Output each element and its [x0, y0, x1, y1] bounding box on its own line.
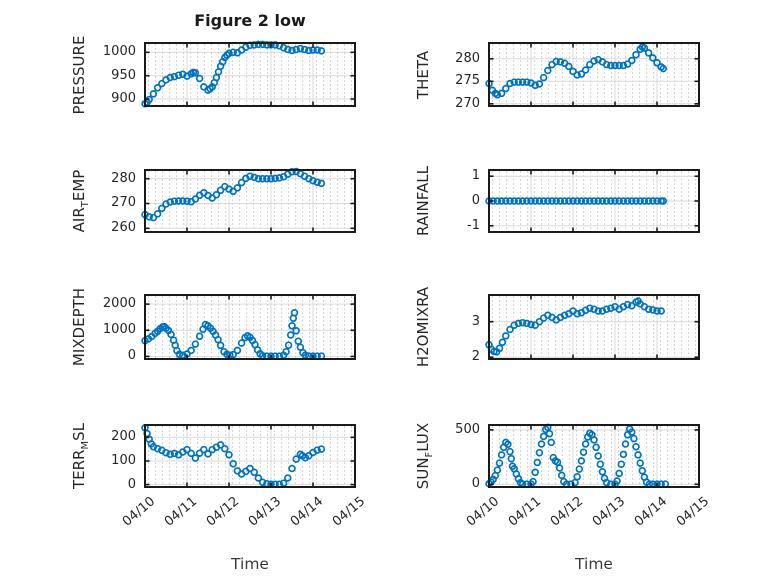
y-tick-label: 900 [111, 91, 136, 106]
y-tick-label: 950 [111, 67, 136, 83]
axes-box [488, 169, 700, 233]
x-tick-label: 04/11 [161, 494, 200, 530]
x-tick-label: 04/14 [631, 494, 670, 530]
x-tick-label: 04/10 [463, 494, 502, 530]
plot-area-theta [485, 42, 700, 107]
y-axis-title-subscript: F [424, 451, 435, 458]
y-tick-label: 0 [471, 476, 480, 492]
y-axis-title-text: EMP [70, 169, 88, 202]
x-tick-label: 04/10 [119, 494, 158, 530]
y-axis-title-terr-msl: TERRMSL [70, 422, 91, 490]
y-axis-title-subscript: M [80, 440, 91, 450]
y-axis-title-air-temp: AIRTEMP [70, 169, 91, 233]
data-series-theta [485, 43, 668, 99]
y-tick-label: 260 [111, 220, 136, 236]
x-tick-label: 04/12 [203, 494, 242, 530]
y-tick-label: 200 [111, 429, 136, 445]
x-tick-label: 04/15 [673, 494, 712, 530]
data-series-terr-msl [141, 424, 326, 488]
figure-title: Figure 2 low [194, 11, 306, 30]
y-tick-label: 1000 [102, 322, 136, 338]
x-tick-label: 04/14 [287, 494, 326, 530]
y-axis-title-theta: THETA [414, 50, 432, 98]
y-axis-title-subscript: T [80, 201, 91, 208]
x-axis-title-right: Time [575, 555, 613, 573]
y-tick-label: 270 [111, 195, 136, 211]
y-axis-title-pressure: PRESSURE [70, 35, 88, 114]
x-tick-label: 04/15 [329, 494, 368, 530]
y-tick-label: 2000 [102, 296, 136, 312]
y-axis-title-text: SL [70, 422, 88, 441]
plot-area-h2omixra [485, 294, 700, 360]
y-tick-label: 275 [455, 73, 480, 89]
axes-box [144, 424, 356, 488]
y-tick-label: 1 [471, 168, 480, 184]
y-axis-title-rainfall: RAINFALL [414, 166, 432, 236]
y-tick-label: -1 [467, 217, 480, 233]
y-tick-label: 270 [455, 95, 480, 111]
y-tick-label: 0 [471, 193, 480, 208]
axes-box [144, 42, 356, 107]
x-tick-label: 04/13 [245, 494, 284, 530]
y-tick-label: 3 [471, 313, 480, 329]
axes-box [144, 294, 356, 360]
minor-grid [145, 425, 355, 487]
y-axis-title-text: LUX [414, 422, 432, 452]
plot-area-terr-msl [141, 424, 356, 488]
y-tick-label: 0 [127, 476, 136, 492]
y-tick-label: 100 [111, 452, 136, 468]
minor-grid [489, 43, 699, 106]
y-axis-title-text: THETA [414, 50, 432, 99]
y-axis-title-text: SUN [414, 457, 432, 490]
plot-area-pressure [141, 40, 356, 108]
y-axis-title-sun-flux: SUNFLUX [414, 422, 435, 490]
y-tick-label: 280 [455, 50, 480, 66]
x-axis-title-left: Time [231, 555, 269, 573]
x-tick-label: 04/11 [505, 494, 544, 530]
axes-box [488, 42, 700, 107]
plot-area-mixdepth [141, 294, 356, 360]
y-tick-label: 2 [471, 349, 480, 365]
y-axis-title-text: MIXDEPTH [70, 287, 88, 367]
data-series-air-temp [141, 167, 326, 222]
plot-area-rainfall [485, 169, 700, 233]
major-grid [144, 425, 356, 487]
y-axis-title-h2omixra: H2OMIXRA [414, 287, 432, 367]
data-series-pressure [141, 40, 326, 108]
plot-area-air-temp [141, 167, 356, 233]
y-tick-label: 500 [455, 421, 480, 437]
axes-box [144, 169, 356, 233]
y-axis-title-text: RAINFALL [414, 166, 432, 236]
minor-grid [145, 295, 355, 359]
y-axis-title-mixdepth: MIXDEPTH [70, 288, 88, 366]
y-axis-title-text: AIR [70, 207, 88, 233]
plot-area-sun-flux [485, 423, 700, 488]
minor-grid [489, 295, 699, 359]
y-axis-title-text: TERR [70, 449, 88, 490]
x-tick-label: 04/13 [589, 494, 628, 530]
x-tick-label: 04/12 [547, 494, 586, 530]
y-tick-label: 280 [111, 170, 136, 186]
y-axis-title-text: H2OMIXRA [414, 286, 432, 368]
y-tick-label: 0 [127, 348, 136, 364]
data-series-mixdepth [141, 309, 326, 360]
y-axis-title-text: PRESSURE [70, 35, 88, 114]
axes-box [488, 294, 700, 360]
y-tick-label: 1000 [102, 44, 136, 60]
axes-box [488, 424, 700, 488]
data-series-rainfall [485, 197, 668, 205]
